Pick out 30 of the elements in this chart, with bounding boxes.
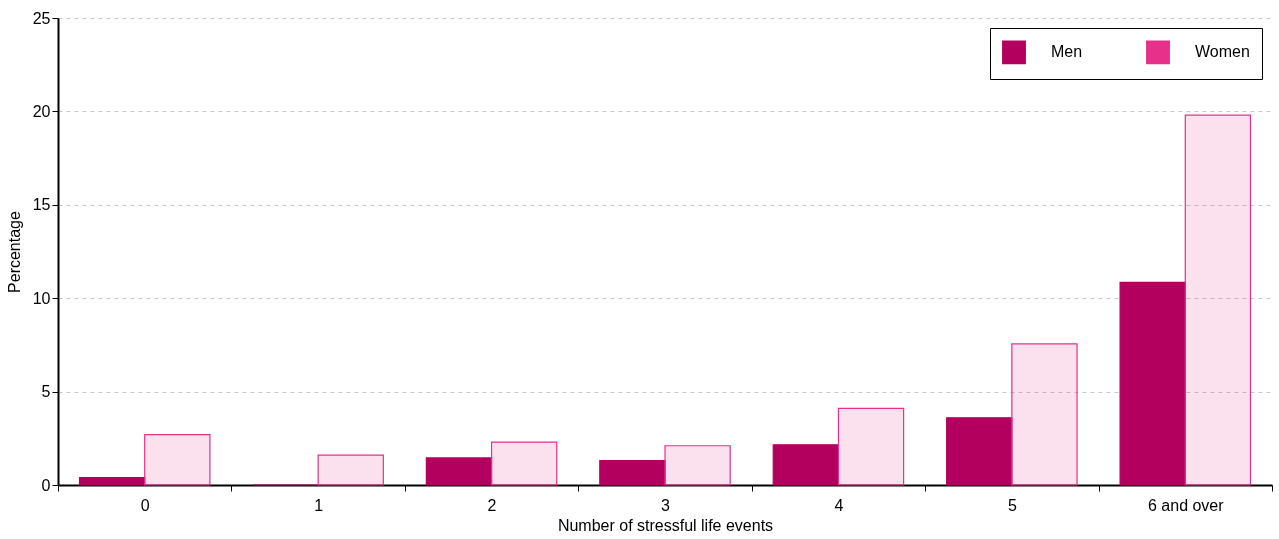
x-tick-label: 2 [487, 496, 497, 514]
legend-label: Women [1195, 43, 1250, 61]
bar [837, 407, 905, 486]
x-tick-label: 1 [314, 496, 324, 514]
y-axis-title: Percentage [5, 210, 23, 293]
bar [946, 417, 1013, 486]
x-tick-label: 4 [834, 496, 844, 514]
bar [1184, 114, 1252, 486]
y-tick-label: 10 [32, 289, 51, 307]
bar [1119, 281, 1186, 486]
x-tick-label: 5 [1007, 496, 1017, 514]
bar [772, 444, 840, 486]
y-tick-label: 25 [32, 9, 51, 27]
legend-label: Men [1051, 43, 1083, 61]
y-tick-label: 5 [41, 383, 51, 401]
x-tick-label: 0 [140, 496, 150, 514]
bar [144, 433, 211, 486]
bar [1011, 343, 1078, 486]
bar [490, 441, 558, 486]
x-tick-label: 3 [661, 496, 671, 514]
x-axis-title: Number of stressful life events [557, 516, 774, 534]
bar [664, 445, 731, 486]
y-tick-label: 20 [32, 102, 51, 120]
y-tick-label: 0 [41, 476, 51, 494]
bar [425, 457, 493, 486]
bar [317, 454, 384, 486]
x-tick-label: 6 and over [1147, 496, 1225, 514]
y-tick-label: 15 [32, 196, 51, 214]
bar [78, 476, 146, 486]
bar [599, 460, 666, 486]
